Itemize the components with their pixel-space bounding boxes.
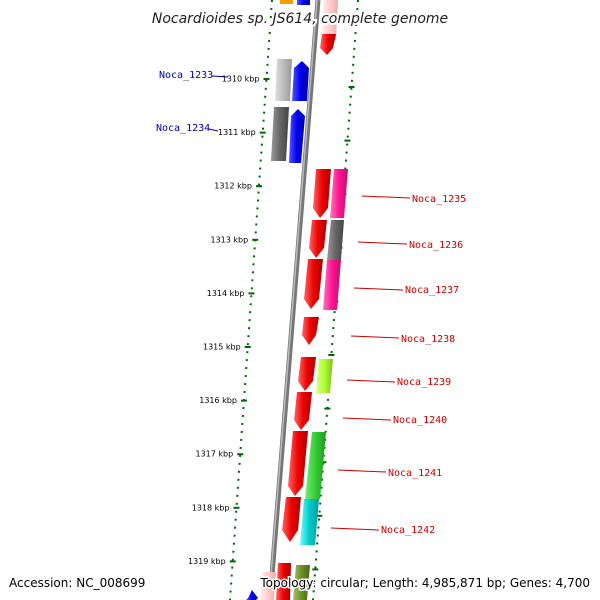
gene-label-right[interactable]: Noca_1235	[412, 194, 466, 205]
callout-line-right	[353, 287, 404, 291]
tick-label: 1317 kbp	[196, 450, 234, 459]
gene-label-right[interactable]: Noca_1236	[409, 240, 463, 251]
gene-label-right[interactable]: Noca_1242	[381, 525, 435, 536]
gene-label-left[interactable]: Noca_1233	[159, 70, 213, 81]
callout-line-left	[208, 128, 219, 132]
gene-noca-1237-pink	[323, 260, 341, 310]
gene-noca-1233-grey	[275, 59, 292, 101]
gene-noca-1239-lime	[316, 359, 333, 393]
gene-label-right[interactable]: Noca_1239	[397, 377, 451, 388]
tick-label: 1315 kbp	[203, 343, 241, 352]
tick-label: 1314 kbp	[207, 289, 245, 298]
gene-noca-1238	[302, 317, 319, 345]
gene-noca-1234-grey	[271, 107, 289, 161]
tick-label: 1318 kbp	[192, 503, 230, 512]
callout-line-right	[357, 241, 408, 245]
callout-line-right	[350, 335, 400, 339]
gene-noca-1242-cyan	[300, 499, 319, 545]
gene-label-group: Noca_1233 Noca_1234 Noca_1235 Noca_1236 Noca…	[156, 70, 466, 536]
gene-noca-1236	[309, 220, 327, 258]
gene-bottom-blue	[246, 590, 258, 600]
gene-features	[246, 0, 348, 600]
gene-noca-1236-grey	[327, 220, 344, 260]
gene-label-right[interactable]: Noca_1237	[405, 285, 459, 296]
tick-label: 1310 kbp	[222, 75, 260, 84]
tick-group: 1310 kbp 1311 kbp 1312 kbp 1313 kbp 1314 kbp…	[188, 75, 355, 571]
tick-label: 1311 kbp	[218, 128, 256, 137]
gene-noca-1235	[313, 169, 331, 218]
topology-text: Topology: circular; Length: 4,985,871 bp…	[259, 576, 590, 590]
tick-label: 1312 kbp	[214, 182, 252, 191]
gene-noca-1241-green	[305, 432, 326, 499]
gene-noca-1242	[282, 497, 301, 542]
gene-bottom-red	[276, 563, 291, 600]
gene-top-orange	[280, 0, 293, 4]
genome-backbone	[267, 0, 321, 600]
gene-label-right[interactable]: Noca_1238	[401, 334, 455, 345]
tick-label: 1313 kbp	[211, 235, 249, 244]
gene-noca-1241	[288, 431, 308, 496]
inner-guide-line	[229, 0, 273, 600]
gene-label-right[interactable]: Noca_1241	[388, 468, 442, 479]
gene-noca-1237	[304, 259, 323, 309]
gene-bottom-pale	[260, 572, 276, 600]
gene-noca-1240	[294, 392, 312, 430]
gene-top-red	[320, 34, 336, 55]
callout-line-right	[361, 195, 411, 199]
gene-label-left[interactable]: Noca_1234	[156, 123, 210, 134]
gene-noca-1234	[289, 109, 305, 163]
callout-line-left	[211, 75, 229, 78]
tick-label: 1319 kbp	[188, 557, 226, 566]
gene-noca-1235-pink	[330, 169, 348, 218]
callout-line-right	[342, 417, 392, 421]
callout-line-right	[346, 379, 396, 383]
gene-noca-1233	[292, 61, 309, 101]
genome-backbone-highlight	[268, 0, 318, 600]
callout-line-right	[330, 527, 380, 531]
callout-line-right	[337, 469, 387, 473]
gene-top-blue	[297, 0, 310, 5]
gene-noca-1239	[298, 357, 316, 391]
gene-top-pale	[322, 0, 338, 40]
gene-bottom-olive	[293, 565, 310, 600]
gene-label-right[interactable]: Noca_1240	[393, 415, 447, 426]
map-title: Nocardioides sp. JS614, complete genome	[152, 11, 448, 27]
accession-text: Accession: NC_008699	[9, 576, 145, 590]
tick-label: 1316 kbp	[199, 396, 237, 405]
